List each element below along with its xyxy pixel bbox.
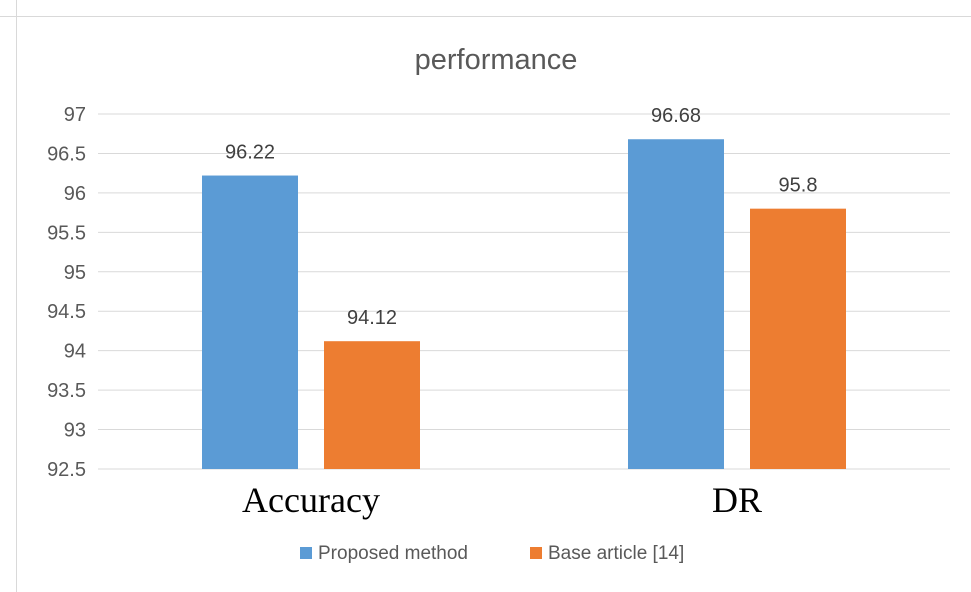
- data-label: 94.12: [347, 307, 397, 329]
- sheet-row-header-strip: [0, 0, 17, 592]
- y-tick-label: 94: [64, 341, 86, 363]
- bar: [628, 139, 724, 469]
- y-tick-label: 94.5: [47, 301, 86, 323]
- x-category-label: Accuracy: [242, 480, 380, 520]
- y-tick-label: 97: [64, 104, 86, 126]
- y-tick-label: 96.5: [47, 143, 86, 165]
- y-tick-label: 93: [64, 420, 86, 442]
- y-tick-label: 95: [64, 262, 86, 284]
- y-tick-label: 96: [64, 183, 86, 205]
- y-tick-label: 95.5: [47, 222, 86, 244]
- legend-swatch: [530, 547, 542, 559]
- data-label: 96.22: [225, 142, 275, 164]
- legend-label: Base article [14]: [548, 543, 684, 564]
- sheet-column-header-strip: [0, 0, 971, 17]
- x-category-label: DR: [712, 480, 762, 520]
- legend-swatch: [300, 547, 312, 559]
- data-label: 95.8: [779, 175, 818, 197]
- y-axis-ticks: 92.5 93 93.5 94 94.5 95 95.5 96 96.5 97: [47, 104, 86, 481]
- chart-title: performance: [415, 44, 578, 76]
- bar: [324, 341, 420, 469]
- y-tick-label: 93.5: [47, 380, 86, 402]
- data-labels: 96.22 94.12 96.68 95.8: [225, 105, 818, 329]
- legend-label: Proposed method: [318, 543, 468, 564]
- bars: [202, 139, 846, 470]
- legend: Proposed method Base article [14]: [300, 543, 684, 564]
- bar: [202, 175, 298, 470]
- bar: [750, 208, 846, 469]
- x-axis-categories: Accuracy DR: [242, 480, 762, 520]
- data-label: 96.68: [651, 105, 701, 127]
- y-tick-label: 92.5: [47, 459, 86, 481]
